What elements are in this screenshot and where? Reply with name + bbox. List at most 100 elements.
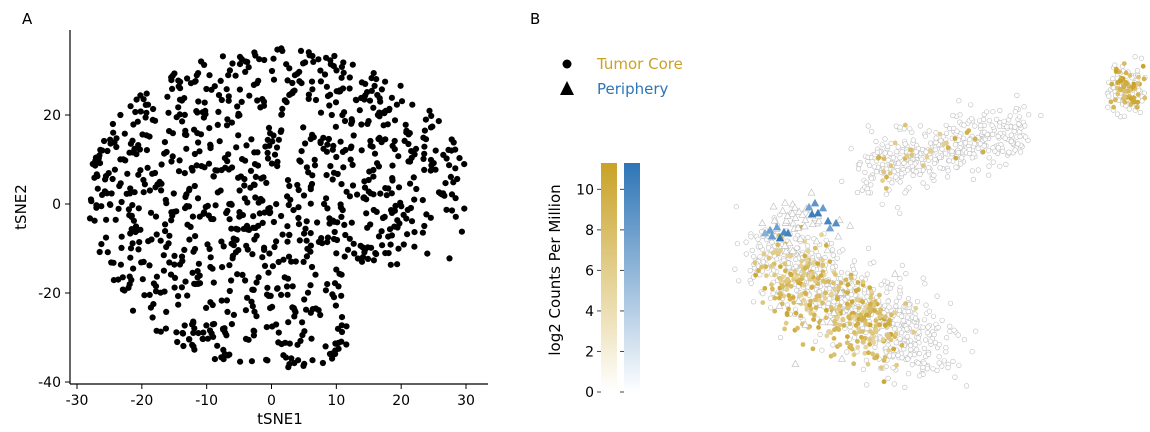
a-data-point (179, 118, 186, 125)
a-data-point (219, 53, 226, 60)
b-tumor-point (783, 279, 789, 284)
b-tumor-point (786, 306, 791, 312)
b-background-point (951, 327, 957, 333)
a-data-point (370, 166, 377, 174)
b-tumor-point (761, 251, 767, 257)
b-tumor-point (762, 286, 768, 291)
a-data-point (104, 249, 111, 256)
a-data-point (274, 163, 281, 170)
b-tumor-point (903, 301, 909, 306)
b-background-point (859, 275, 865, 281)
a-data-point (158, 161, 165, 168)
b-background-point (926, 165, 932, 171)
b-background-point (782, 247, 790, 255)
b-tumor-point (860, 279, 866, 285)
b-background-point (897, 124, 903, 130)
b-background-point (907, 160, 914, 166)
b-background-point (933, 135, 939, 141)
b-tumor-point (808, 306, 814, 312)
b-tumor-point (852, 330, 857, 335)
a-data-point (190, 319, 197, 326)
b-background-point (758, 218, 767, 226)
a-data-point (248, 136, 255, 143)
a-data-point (144, 164, 151, 171)
b-tumor-point (871, 335, 876, 341)
b-tumor-point (845, 282, 851, 288)
b-periphery-point (760, 228, 770, 237)
b-background-point (928, 338, 934, 344)
b-background-point (775, 301, 784, 309)
a-data-point (289, 283, 296, 290)
a-data-point (164, 93, 171, 100)
a-data-point (115, 276, 122, 283)
b-tumor-point (777, 295, 782, 301)
a-data-point (301, 296, 308, 303)
a-data-point (261, 56, 268, 64)
b-tumor-point (851, 352, 857, 358)
a-data-point (333, 153, 340, 161)
a-data-point (127, 185, 134, 192)
a-data-point (395, 245, 402, 252)
a-data-point (264, 136, 271, 143)
a-data-point (201, 99, 208, 106)
b-tumor-point (766, 255, 772, 261)
a-data-point (242, 157, 249, 164)
a-data-point (203, 304, 210, 311)
a-data-point (278, 111, 285, 118)
a-data-point (396, 220, 403, 227)
a-data-point (244, 294, 251, 301)
b-tumor-point (772, 295, 778, 301)
a-data-point (162, 221, 169, 228)
a-data-point (193, 162, 200, 169)
a-data-point (215, 108, 222, 115)
a-data-point (291, 313, 298, 320)
a-data-point (170, 190, 177, 197)
a-data-point (236, 187, 243, 194)
a-data-point (158, 187, 165, 194)
b-tumor-point (782, 261, 788, 267)
a-data-point (249, 286, 256, 293)
b-periphery-point (810, 198, 820, 207)
a-data-point (95, 155, 102, 162)
b-tumor-point (855, 339, 860, 344)
a-data-point (362, 92, 369, 99)
a-data-point (214, 167, 221, 174)
b-tumor-point (774, 250, 780, 256)
a-data-point (236, 112, 243, 119)
b-background-point (817, 331, 823, 338)
b-background-point (898, 313, 905, 319)
a-data-point (165, 240, 172, 247)
b-background-point (850, 266, 857, 273)
b-background-point (865, 123, 871, 129)
a-data-point (299, 319, 306, 326)
b-background-point (904, 334, 910, 340)
a-data-point (162, 325, 169, 332)
a-data-point (181, 322, 188, 329)
a-data-point (309, 357, 316, 364)
a-data-point (419, 197, 426, 204)
b-background-point (897, 179, 903, 185)
b-tumor-point (945, 145, 951, 151)
a-data-point (295, 186, 302, 194)
a-data-point (223, 122, 231, 129)
b-background-point (757, 243, 763, 249)
b-background-point (769, 202, 778, 210)
a-data-point (368, 87, 375, 94)
b-background-point (882, 150, 888, 156)
a-data-point (311, 162, 319, 169)
b-background-point (921, 345, 927, 352)
b-tumor-point (863, 321, 869, 327)
a-data-point (135, 246, 142, 253)
b-background-point (980, 116, 987, 123)
a-x-tick-label: 20 (392, 393, 410, 409)
b-tumor-point (835, 296, 840, 302)
a-data-point (195, 139, 202, 146)
b-tumor-point (892, 310, 898, 316)
a-data-point (236, 209, 243, 216)
a-data-point (218, 238, 225, 245)
a-data-point (140, 96, 147, 103)
a-data-point (308, 78, 316, 85)
b-background-point (990, 159, 996, 165)
b-background-point (915, 360, 921, 366)
b-tumor-point (844, 340, 850, 346)
